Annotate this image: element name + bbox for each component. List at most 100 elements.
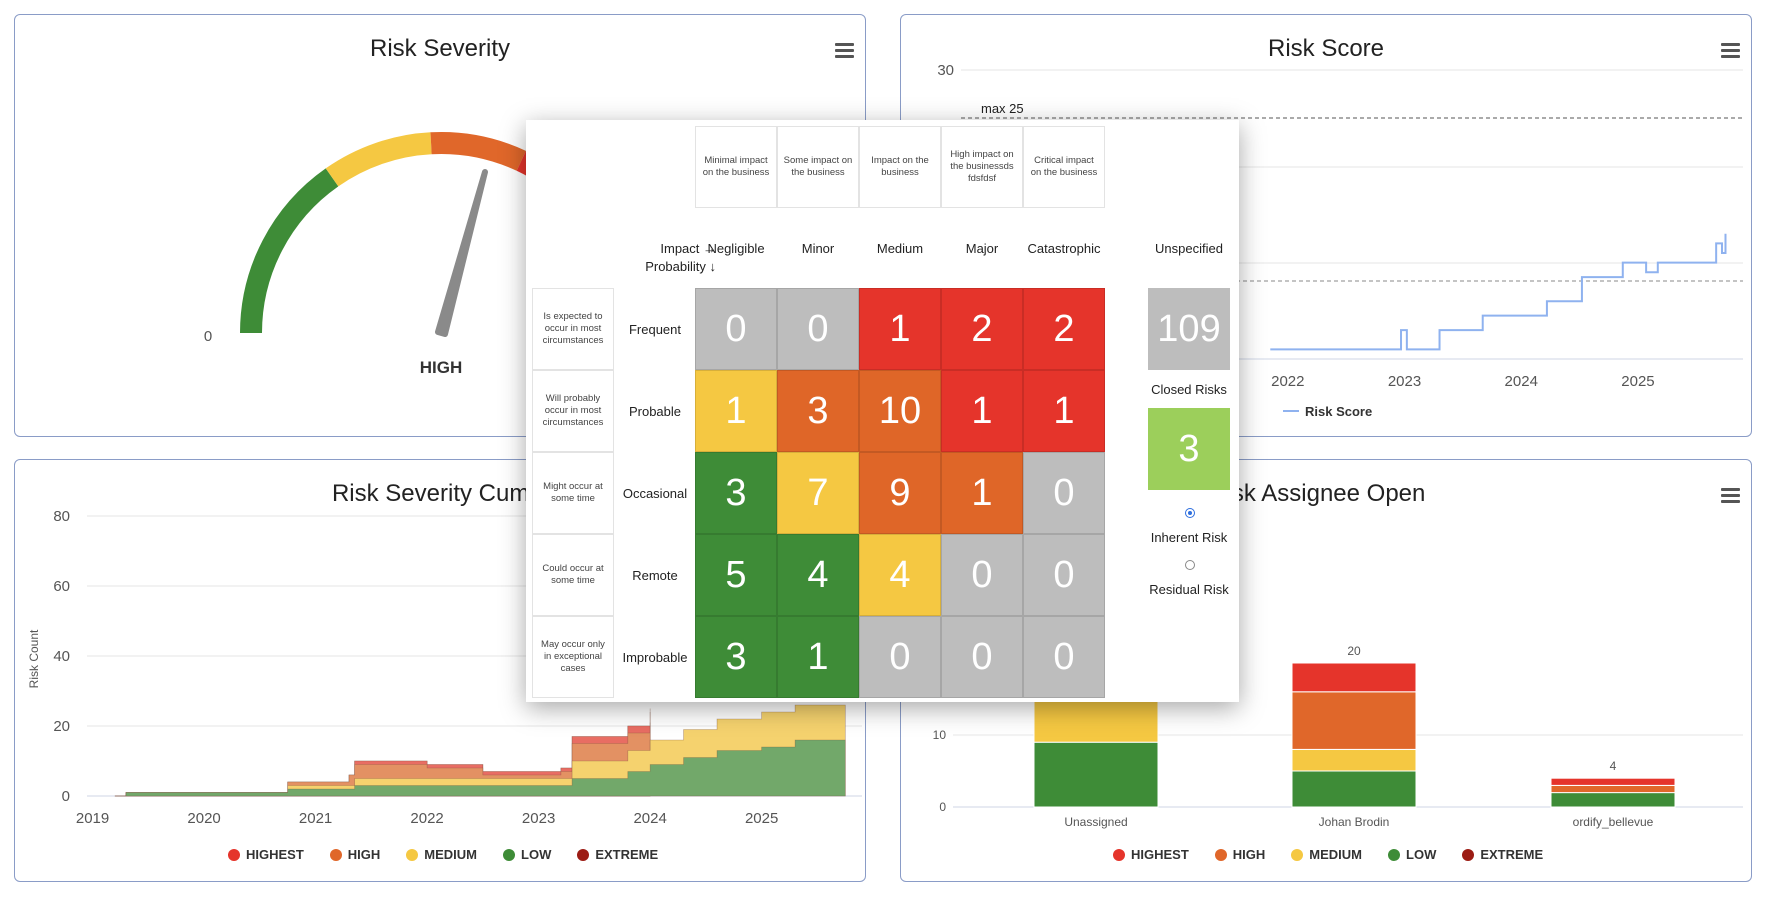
area-low	[114, 739, 846, 797]
gauge-medium-segment	[325, 132, 432, 187]
legend-label: LOW	[521, 847, 552, 862]
matrix-cell[interactable]: 0	[1023, 452, 1105, 534]
legend-label: EXTREME	[595, 847, 659, 862]
probability-description: May occur only in exceptional cases	[532, 616, 614, 698]
impact-description: Impact on the business	[859, 126, 941, 208]
matrix-cell[interactable]: 4	[777, 534, 859, 616]
bar-low[interactable]	[1291, 770, 1417, 808]
legend-item-high[interactable]: HIGH	[329, 847, 380, 862]
probability-axis-label: Probability ↓	[645, 259, 716, 274]
risk-matrix: Impact → Probability ↓ Unspecified 109 C…	[526, 120, 1239, 702]
probability-description: Could occur at some time	[532, 534, 614, 616]
legend-item-low[interactable]: LOW	[503, 847, 551, 862]
x-tick-label: 2020	[187, 810, 220, 827]
matrix-cell[interactable]: 3	[695, 616, 777, 698]
legend-dot-icon	[1388, 848, 1401, 861]
gauge-low-segment	[240, 168, 339, 334]
matrix-cell[interactable]: 0	[1023, 534, 1105, 616]
legend-dot-icon	[1113, 848, 1125, 861]
y-tick-label: 20	[53, 718, 70, 735]
matrix-cell[interactable]: 0	[859, 616, 941, 698]
legend-item-extreme[interactable]: EXTREME	[577, 847, 658, 862]
legend-item-medium[interactable]: MEDIUM	[406, 847, 477, 862]
x-tick-label: 2021	[299, 810, 332, 827]
matrix-cell[interactable]: 1	[695, 370, 777, 452]
legend-item-highest[interactable]: HIGHEST	[1113, 847, 1189, 862]
bar-highest[interactable]	[1291, 662, 1417, 693]
legend-label: HIGH	[1232, 847, 1266, 862]
matrix-cell[interactable]: 1	[859, 288, 941, 370]
legend-label: HIGHEST	[1131, 847, 1189, 862]
matrix-cell[interactable]: 0	[1023, 616, 1105, 698]
impact-axis-label: Impact →	[660, 241, 716, 256]
menu-icon[interactable]	[1721, 43, 1740, 58]
impact-major: Major	[965, 241, 999, 256]
closed-risks-box[interactable]: 3	[1148, 408, 1230, 490]
matrix-cell[interactable]: 3	[777, 370, 859, 452]
matrix-cell[interactable]: 2	[1023, 288, 1105, 370]
gauge-high-segment	[430, 132, 526, 171]
bar-medium[interactable]	[1291, 748, 1417, 772]
legend-dot-icon	[1291, 848, 1304, 861]
matrix-cell[interactable]: 5	[695, 534, 777, 616]
menu-icon[interactable]	[1721, 488, 1740, 503]
matrix-cell[interactable]: 7	[777, 452, 859, 534]
matrix-cell[interactable]: 2	[941, 288, 1023, 370]
closed-risks-label: Closed Risks	[1151, 382, 1227, 397]
x-tick-label: 2019	[76, 810, 109, 827]
impact-description: Critical impact on the business	[1023, 126, 1105, 208]
y-tick-label: 0	[939, 800, 946, 814]
bar-highest[interactable]	[1550, 777, 1676, 786]
residual-risk-label[interactable]: Residual Risk	[1149, 582, 1229, 597]
inherent-risk-label[interactable]: Inherent Risk	[1150, 530, 1228, 545]
matrix-cell[interactable]: 0	[695, 288, 777, 370]
panel-title: isk Assignee Open	[1226, 480, 1426, 507]
impact-description: High impact on the businessds fdsfdsf	[941, 126, 1023, 208]
probability-improbable: Improbable	[622, 649, 688, 665]
legend-label: Risk Score	[1305, 404, 1372, 419]
matrix-cell[interactable]: 4	[859, 534, 941, 616]
legend-dot-icon	[1462, 848, 1475, 861]
legend-item-extreme[interactable]: EXTREME	[1462, 847, 1543, 862]
matrix-cell[interactable]: 10	[859, 370, 941, 452]
bar-low[interactable]	[1033, 741, 1159, 808]
impact-catastrophic: Catastrophic	[1027, 241, 1101, 256]
inherent-risk-radio[interactable]	[1185, 508, 1195, 518]
legend-label: HIGHEST	[246, 847, 304, 862]
legend-item-low[interactable]: LOW	[1388, 847, 1436, 862]
legend-label: MEDIUM	[424, 847, 478, 862]
bar-high[interactable]	[1550, 784, 1676, 794]
legend-item-high[interactable]: HIGH	[1214, 847, 1266, 862]
max-annotation: max 25	[981, 101, 1024, 116]
x-tick-label: 2024	[1505, 373, 1538, 390]
matrix-cell[interactable]: 1	[777, 616, 859, 698]
assignee-legend: HIGHEST HIGH MEDIUM LOW EXTREME	[1113, 847, 1543, 862]
matrix-cell[interactable]: 0	[941, 616, 1023, 698]
cumulative-legend: HIGHEST HIGH MEDIUM LOW EXTREME	[228, 847, 658, 862]
residual-risk-radio[interactable]	[1185, 560, 1195, 570]
matrix-cell[interactable]: 1	[941, 452, 1023, 534]
bar-medium[interactable]	[1033, 698, 1159, 743]
unspecified-box[interactable]: 109	[1148, 288, 1230, 370]
probability-probable: Probable	[628, 403, 682, 419]
category-label: Unassigned	[1064, 815, 1127, 829]
gauge-needle	[435, 169, 488, 337]
x-tick-label: 2022	[1271, 373, 1304, 390]
menu-icon[interactable]	[835, 43, 854, 58]
matrix-cell[interactable]: 3	[695, 452, 777, 534]
matrix-cell[interactable]: 0	[941, 534, 1023, 616]
panel-title: Risk Severity	[369, 35, 511, 62]
legend-item-medium[interactable]: MEDIUM	[1291, 847, 1362, 862]
bar-low[interactable]	[1550, 792, 1676, 808]
matrix-cell[interactable]: 0	[777, 288, 859, 370]
matrix-cell[interactable]: 9	[859, 452, 941, 534]
bar-high[interactable]	[1291, 691, 1417, 750]
legend-label: MEDIUM	[1309, 847, 1363, 862]
y-tick-30: 30	[937, 62, 954, 79]
category-label: ordify_bellevue	[1573, 815, 1654, 829]
legend-item-highest[interactable]: HIGHEST	[228, 847, 304, 862]
matrix-cell[interactable]: 1	[1023, 370, 1105, 452]
x-tick-label: 2023	[522, 810, 555, 827]
probability-description: Might occur at some time	[532, 452, 614, 534]
matrix-cell[interactable]: 1	[941, 370, 1023, 452]
